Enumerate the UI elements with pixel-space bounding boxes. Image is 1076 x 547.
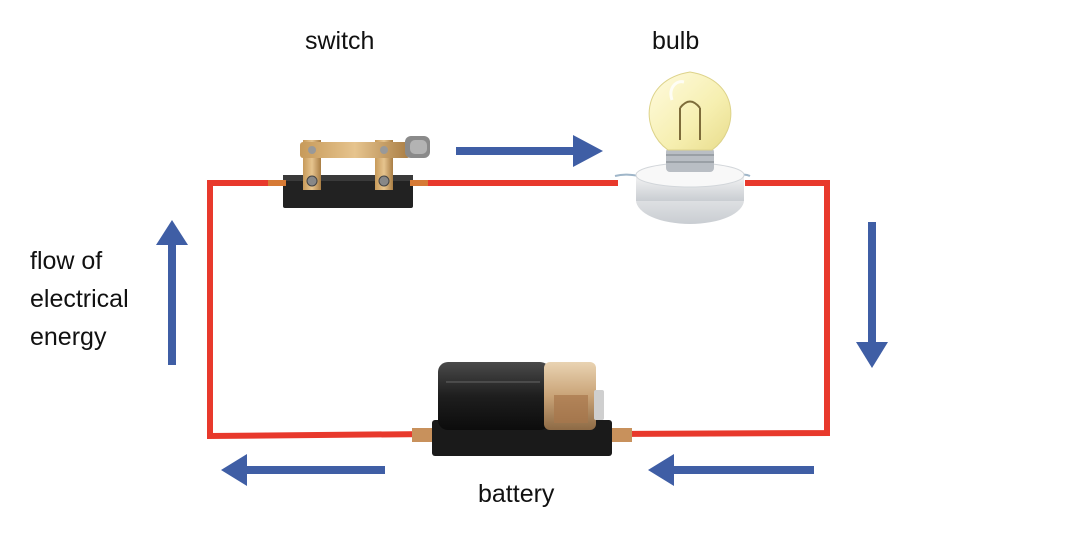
flow-label-line-3: energy	[30, 323, 107, 351]
arrow-left-bottom-left	[221, 454, 385, 486]
bulb-label: bulb	[652, 27, 700, 55]
wire-right	[611, 180, 830, 438]
knife-switch-icon	[268, 136, 430, 208]
arrow-up	[156, 220, 188, 365]
battery-label: battery	[478, 480, 555, 508]
arrow-left-bottom-right	[648, 454, 814, 486]
flow-label-line-1: flow of	[30, 247, 103, 275]
flow-label-line-2: electrical	[30, 285, 129, 313]
switch-label: switch	[305, 27, 375, 55]
flow-label: flow of electrical energy	[30, 242, 170, 356]
arrow-down	[856, 222, 888, 368]
arrow-right	[456, 135, 603, 167]
battery-icon	[412, 362, 632, 456]
wire-loop	[207, 180, 830, 440]
direction-arrow-icon	[156, 135, 888, 486]
light-bulb-icon	[614, 71, 751, 224]
wire-left	[207, 180, 434, 440]
